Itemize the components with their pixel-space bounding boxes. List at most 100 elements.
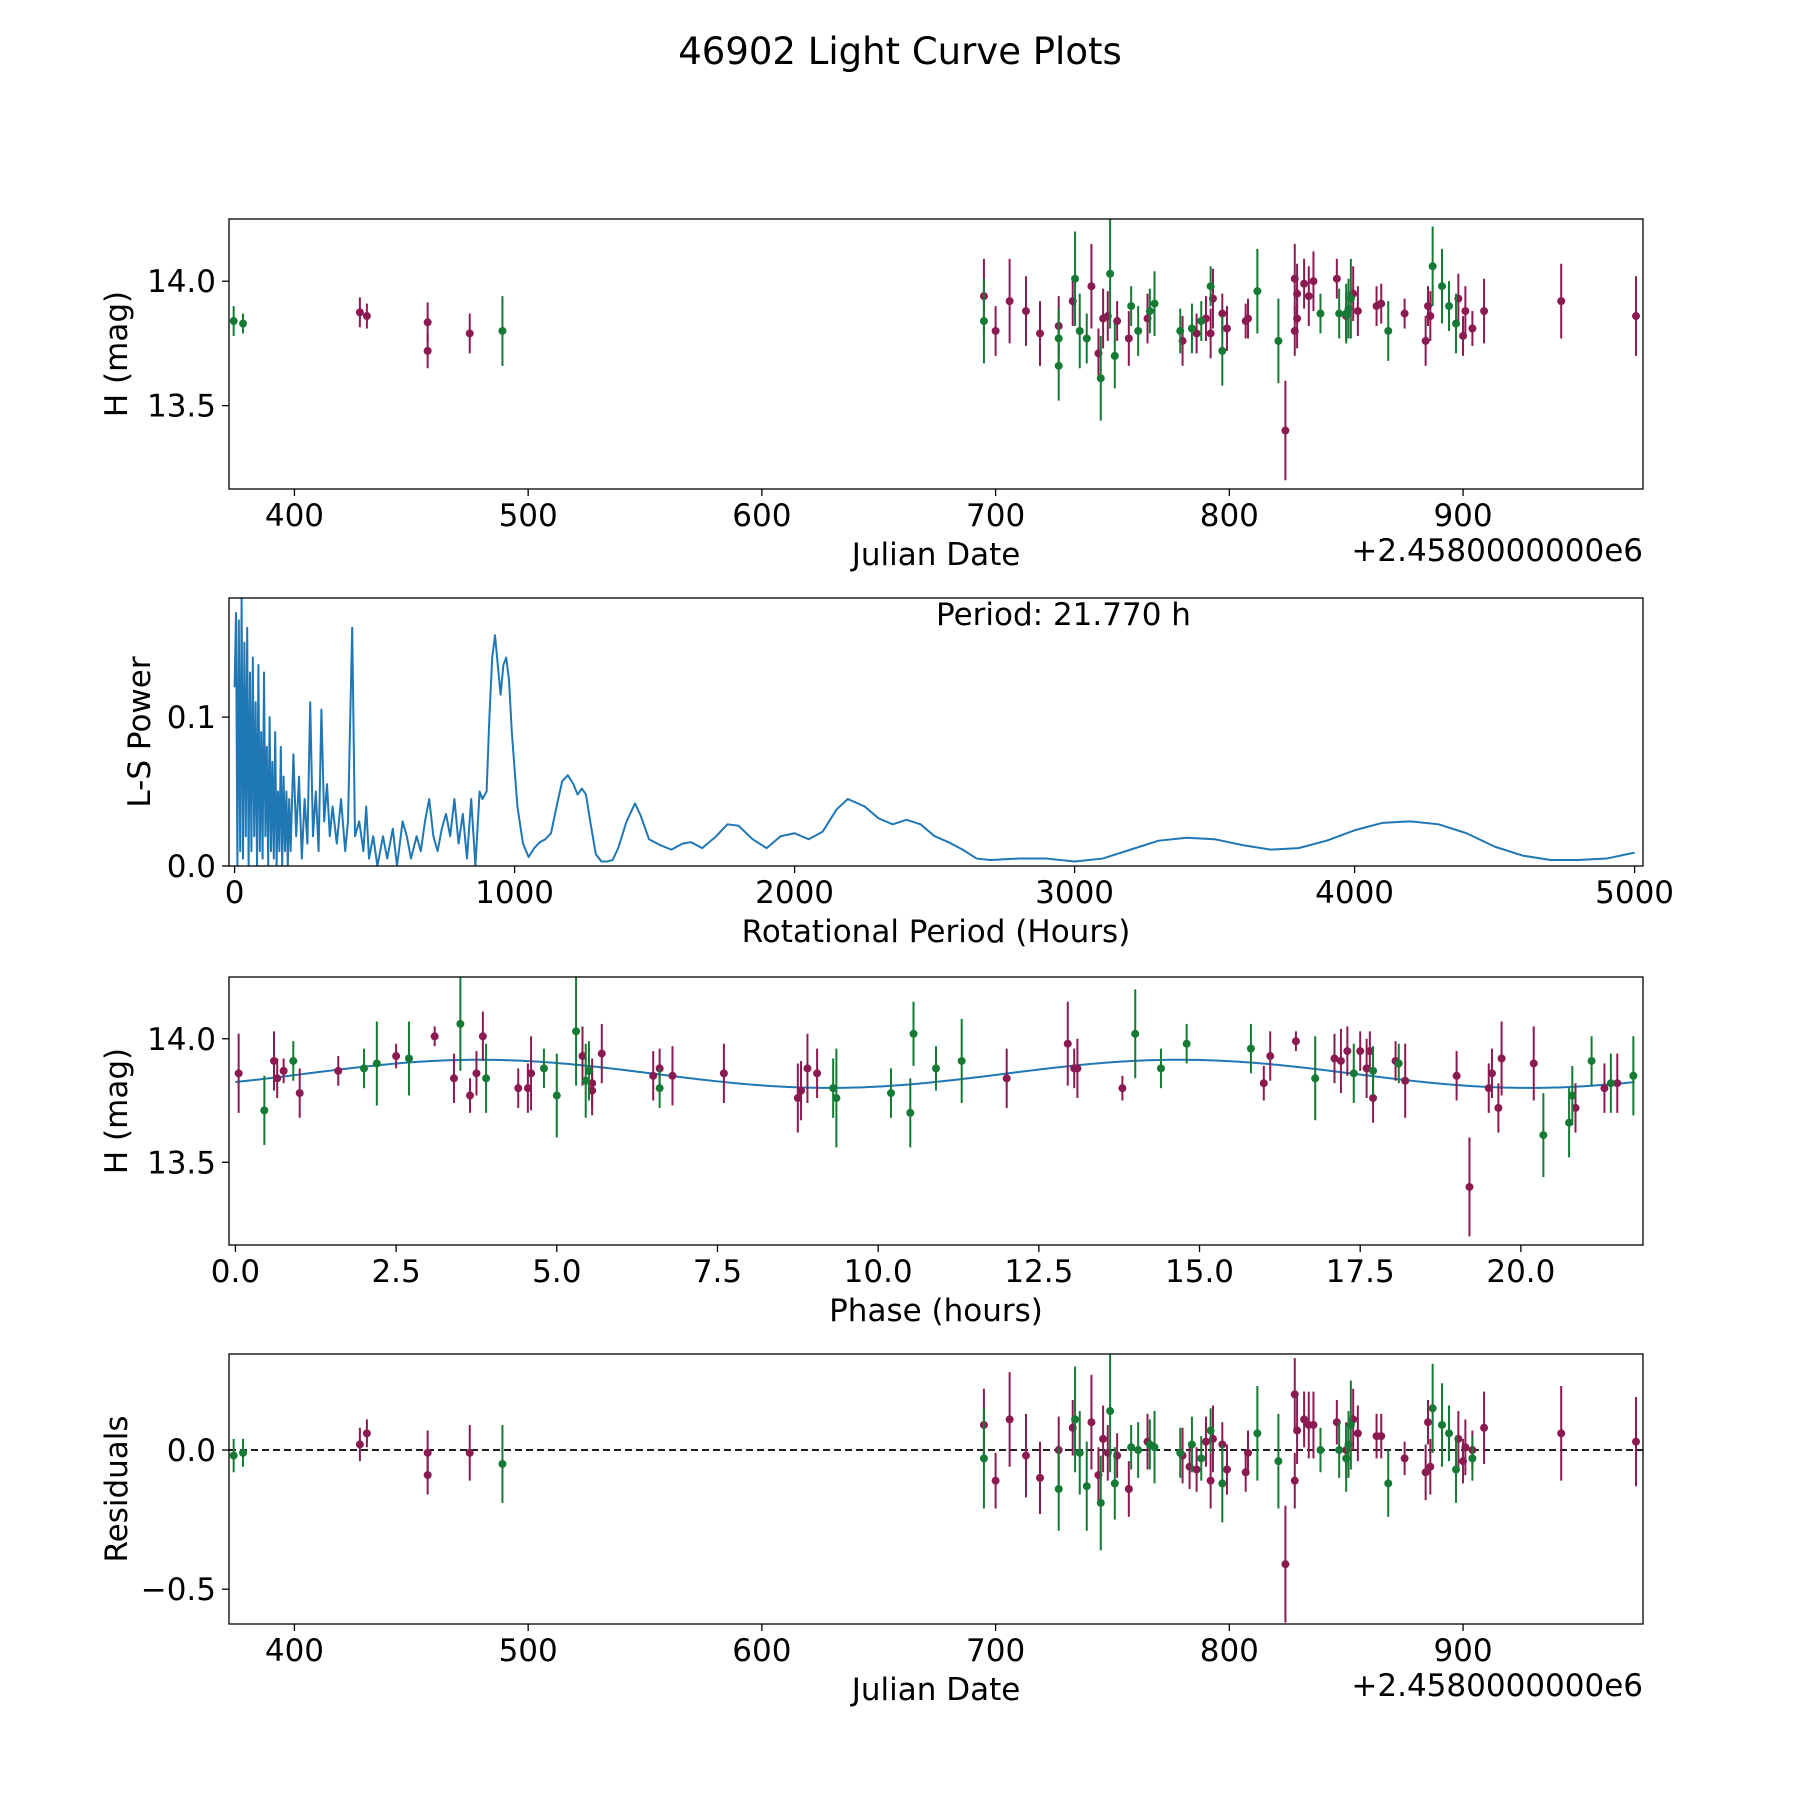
residuals-green-point: [1082, 1482, 1091, 1491]
residuals-magenta-point: [991, 1476, 1000, 1485]
residuals-green-point: [1071, 1415, 1080, 1424]
residuals-green-point: [1206, 1426, 1215, 1435]
residuals-green-point: [1438, 1420, 1447, 1429]
residuals-green-point: [1054, 1485, 1063, 1493]
phased-magenta-point: [1330, 1054, 1339, 1063]
lightcurve-xtick-label: 500: [499, 498, 558, 534]
residuals-green-point: [1274, 1457, 1283, 1466]
phased-magenta-point: [430, 1032, 439, 1041]
phased-magenta-point: [1452, 1071, 1461, 1080]
residuals-xtick-label: 900: [1433, 1633, 1492, 1669]
phased-magenta-point: [334, 1066, 343, 1075]
periodogram-xtick-label: 1000: [475, 875, 554, 911]
phased-green-point: [372, 1059, 381, 1068]
residuals-plot-area: [229, 1354, 1643, 1623]
lightcurve-magenta-point: [1113, 317, 1122, 326]
residuals-green-point: [229, 1451, 238, 1460]
lightcurve-green-point: [1206, 282, 1215, 291]
phased-green-point: [1568, 1091, 1577, 1100]
lightcurve-magenta-point: [1426, 312, 1435, 321]
phased-green-point: [906, 1108, 915, 1117]
lightcurve-magenta-point: [1021, 307, 1030, 316]
residuals-green-point: [1218, 1479, 1227, 1488]
residuals-magenta-point: [1206, 1476, 1215, 1485]
phased-magenta-point: [1002, 1074, 1011, 1083]
phased-green-point: [404, 1054, 413, 1063]
periodogram-panel: 0 1000 2000 3000 4000 5000 0.0 0.1 Rotational Pe…: [122, 597, 1674, 950]
lightcurve-magenta-point: [1461, 307, 1470, 316]
phased-magenta-point: [649, 1071, 658, 1080]
lightcurve-green-point: [1197, 317, 1206, 326]
lightcurve-magenta-point: [423, 318, 432, 327]
periodogram-power-line: [233, 598, 1635, 866]
phased-magenta-point: [234, 1069, 243, 1078]
phased-green-point: [260, 1106, 269, 1115]
phased-magenta-point: [1073, 1064, 1082, 1073]
residuals-magenta-point: [1290, 1476, 1299, 1485]
lightcurve-magenta-point: [1300, 279, 1309, 288]
periodogram-frame: [228, 597, 1644, 867]
residuals-magenta-point: [1005, 1415, 1014, 1424]
lightcurve-magenta-point: [1244, 314, 1253, 323]
residuals-magenta-point: [1377, 1432, 1386, 1441]
lightcurve-green-point: [1274, 336, 1283, 345]
residuals-magenta-point: [1631, 1437, 1640, 1446]
residuals-magenta-point: [1201, 1437, 1210, 1446]
lightcurve-magenta-point: [1400, 309, 1409, 318]
residuals-magenta-point: [1309, 1420, 1318, 1429]
phased-magenta-point: [719, 1069, 728, 1078]
lightcurve-magenta-point: [1087, 282, 1096, 291]
residuals-ytick-label: −0.5: [141, 1572, 216, 1608]
phased-magenta-point: [1401, 1076, 1410, 1085]
residuals-magenta-point: [1400, 1454, 1409, 1463]
lightcurve-plot-area: [229, 219, 1640, 481]
lightcurve-magenta-point: [1304, 292, 1313, 301]
phased-green-point: [1182, 1039, 1191, 1048]
lightcurve-green-point: [1071, 274, 1080, 283]
lightcurve-green-point: [1187, 324, 1196, 333]
phased-magenta-point: [1118, 1084, 1127, 1093]
residuals-magenta-point: [1124, 1485, 1133, 1493]
lightcurve-magenta-point: [1281, 426, 1290, 435]
phased-magenta-point: [1343, 1047, 1352, 1056]
lightcurve-green-point: [1150, 299, 1159, 308]
phased-magenta-point: [392, 1052, 401, 1061]
lightcurve-xtick-label: 800: [1200, 498, 1259, 534]
residuals-green-point: [1187, 1440, 1196, 1449]
residuals-offset-label: +2.4580000000e6: [1351, 1668, 1643, 1704]
residuals-green-point: [1110, 1479, 1119, 1488]
lightcurve-magenta-point: [1309, 277, 1318, 286]
lightcurve-magenta-point: [1218, 309, 1227, 318]
phased-magenta-point: [578, 1052, 587, 1061]
lightcurve-magenta-point: [1421, 336, 1430, 345]
lightcurve-green-point: [1106, 269, 1115, 278]
residuals-green-point: [1127, 1443, 1136, 1452]
lightcurve-magenta-point: [1192, 329, 1201, 338]
lightcurve-green-point: [1428, 262, 1437, 271]
lightcurve-magenta-point: [423, 346, 432, 355]
residuals-xtick-label: 400: [265, 1633, 324, 1669]
phased-magenta-point: [527, 1069, 536, 1078]
phased-green-point: [359, 1064, 368, 1073]
lightcurve-magenta-point: [1480, 307, 1489, 316]
lightcurve-green-point: [239, 319, 248, 328]
phased-green-point: [832, 1094, 841, 1103]
phased-xtick-label: 10.0: [844, 1254, 913, 1290]
residuals-magenta-point: [362, 1429, 371, 1438]
phased-green-point: [655, 1084, 664, 1093]
lightcurve-magenta-point: [1353, 307, 1362, 316]
residuals-green-point: [1316, 1446, 1325, 1455]
residuals-green-point: [1106, 1407, 1115, 1416]
lightcurve-green-point: [1316, 309, 1325, 318]
lightcurve-magenta-point: [465, 329, 474, 338]
periodogram-xlabel: Rotational Period (Hours): [742, 914, 1131, 950]
phased-magenta-point: [472, 1069, 481, 1078]
lightcurve-green-point: [1445, 302, 1454, 311]
residuals-green-point: [1445, 1429, 1454, 1438]
phased-green-point: [581, 1076, 590, 1085]
phased-magenta-point: [1063, 1039, 1072, 1048]
periodogram-xtick-label: 4000: [1315, 875, 1394, 911]
phased-ytick-label: 13.5: [147, 1145, 216, 1181]
residuals-ytick-label: 0.0: [167, 1433, 216, 1469]
